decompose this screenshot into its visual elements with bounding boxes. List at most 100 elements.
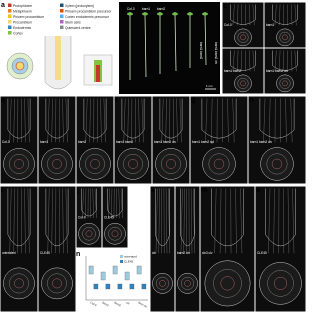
plot-legend-swatch [120, 260, 123, 263]
panel-letter: f [115, 97, 118, 104]
legend-label: Metaphloem [13, 9, 32, 13]
legend-swatch [60, 3, 64, 7]
stele-long [55, 36, 61, 80]
cross-inner [52, 278, 62, 289]
micrograph-label: barn1 barn2 clv [250, 140, 272, 144]
cell-file [180, 188, 183, 254]
micrograph: barn1 barn2 clv [248, 96, 306, 184]
cell-file [292, 188, 295, 254]
cross-outer [276, 74, 294, 93]
cell-file [193, 188, 195, 254]
cell-file [110, 188, 113, 219]
legend-swatch [8, 31, 12, 35]
cell-file [123, 98, 126, 143]
cell-file [294, 4, 297, 26]
panel-letter: b [121, 4, 125, 11]
micrograph: barn1 barn2 clv [152, 96, 190, 184]
cross-inner [90, 159, 100, 169]
micrograph-label: clv [152, 251, 156, 255]
root-tip [7, 98, 31, 139]
cross-outer [104, 223, 126, 245]
legend-label: Protophloem [13, 4, 32, 8]
box [117, 283, 123, 290]
cell-file [294, 50, 297, 72]
cross-outer [41, 148, 73, 180]
micrograph: Col-0 [222, 2, 264, 48]
cell-file [13, 98, 15, 143]
panel-letter: i [1, 187, 3, 194]
panel-letter: h [249, 97, 253, 104]
micrograph: clv3 clv [200, 186, 255, 312]
root-tip [259, 98, 295, 139]
micrograph: barn1 barn2 [114, 96, 152, 184]
micrograph: barn1 barn2 clv [264, 48, 306, 94]
cross-inner [128, 159, 138, 169]
seedling-label: Col-0 [127, 7, 135, 11]
cell-file [141, 98, 144, 143]
zoom-cells2 [96, 65, 100, 82]
micrograph-label: barn1 barn2 clv [154, 140, 176, 144]
cross-mid [279, 77, 291, 89]
cross-outer [177, 273, 198, 294]
cell-file [9, 188, 12, 254]
micrograph: CLE45 [38, 186, 76, 312]
seedling-label: barn2 [157, 7, 165, 11]
cell-file [290, 50, 293, 72]
legend-swatch [8, 9, 12, 13]
cross-mid [9, 273, 29, 294]
root-tip [272, 4, 298, 25]
panel-letter: c [223, 3, 227, 10]
cell-file [62, 98, 64, 143]
cell-file [51, 188, 53, 254]
cross-inner [184, 280, 191, 287]
root-tip [230, 4, 256, 25]
cell-file [252, 4, 255, 26]
cross-inner [159, 280, 166, 287]
micrograph-label: Col-0 [78, 216, 86, 220]
cross-outer [3, 148, 35, 180]
root-tip [272, 50, 298, 71]
cell-file [94, 188, 97, 219]
cell-file [179, 98, 182, 143]
cross-outer [259, 262, 302, 305]
panel-letter: n [76, 251, 80, 258]
cross-outer [155, 148, 187, 180]
cross-mid [279, 31, 291, 43]
stele [15, 61, 25, 71]
cross-outer [276, 28, 294, 47]
cell-file [279, 50, 281, 72]
micrograph: barn1 barn2 [222, 48, 264, 94]
cell-file [158, 188, 160, 254]
cell-file [120, 188, 123, 219]
cross-mid [47, 154, 67, 174]
cell-file [118, 188, 120, 219]
micrograph-label: barn1 [266, 23, 274, 27]
cell-file [47, 188, 50, 254]
seedling-panel [119, 2, 220, 94]
legend-label: Phloem procambium precursor [65, 9, 112, 13]
box [141, 283, 147, 290]
cross-inner [274, 276, 288, 290]
cross-mid [156, 276, 169, 290]
cross-outer [202, 147, 236, 181]
cell-file [108, 188, 110, 219]
cell-file [13, 188, 15, 254]
seedling-label: barn1 [142, 7, 150, 11]
box [124, 271, 130, 281]
cell-file [138, 98, 140, 143]
micrograph: CLE45 [255, 186, 306, 312]
cross-outer [260, 147, 294, 181]
cross-mid [208, 153, 230, 175]
cross-inner [220, 276, 235, 291]
cross-inner [282, 34, 288, 41]
panel-letter: g [191, 97, 195, 104]
legend-label: Quiescent centre [65, 26, 91, 30]
micrograph-label: Col-0 [2, 140, 10, 144]
cotyledon [202, 12, 208, 16]
cross-mid [161, 154, 181, 174]
root-tip [45, 98, 69, 139]
seedling-label: barn1 barn2 clv [214, 42, 218, 64]
panel-letter: k [151, 187, 155, 194]
cotyledon [172, 12, 178, 16]
